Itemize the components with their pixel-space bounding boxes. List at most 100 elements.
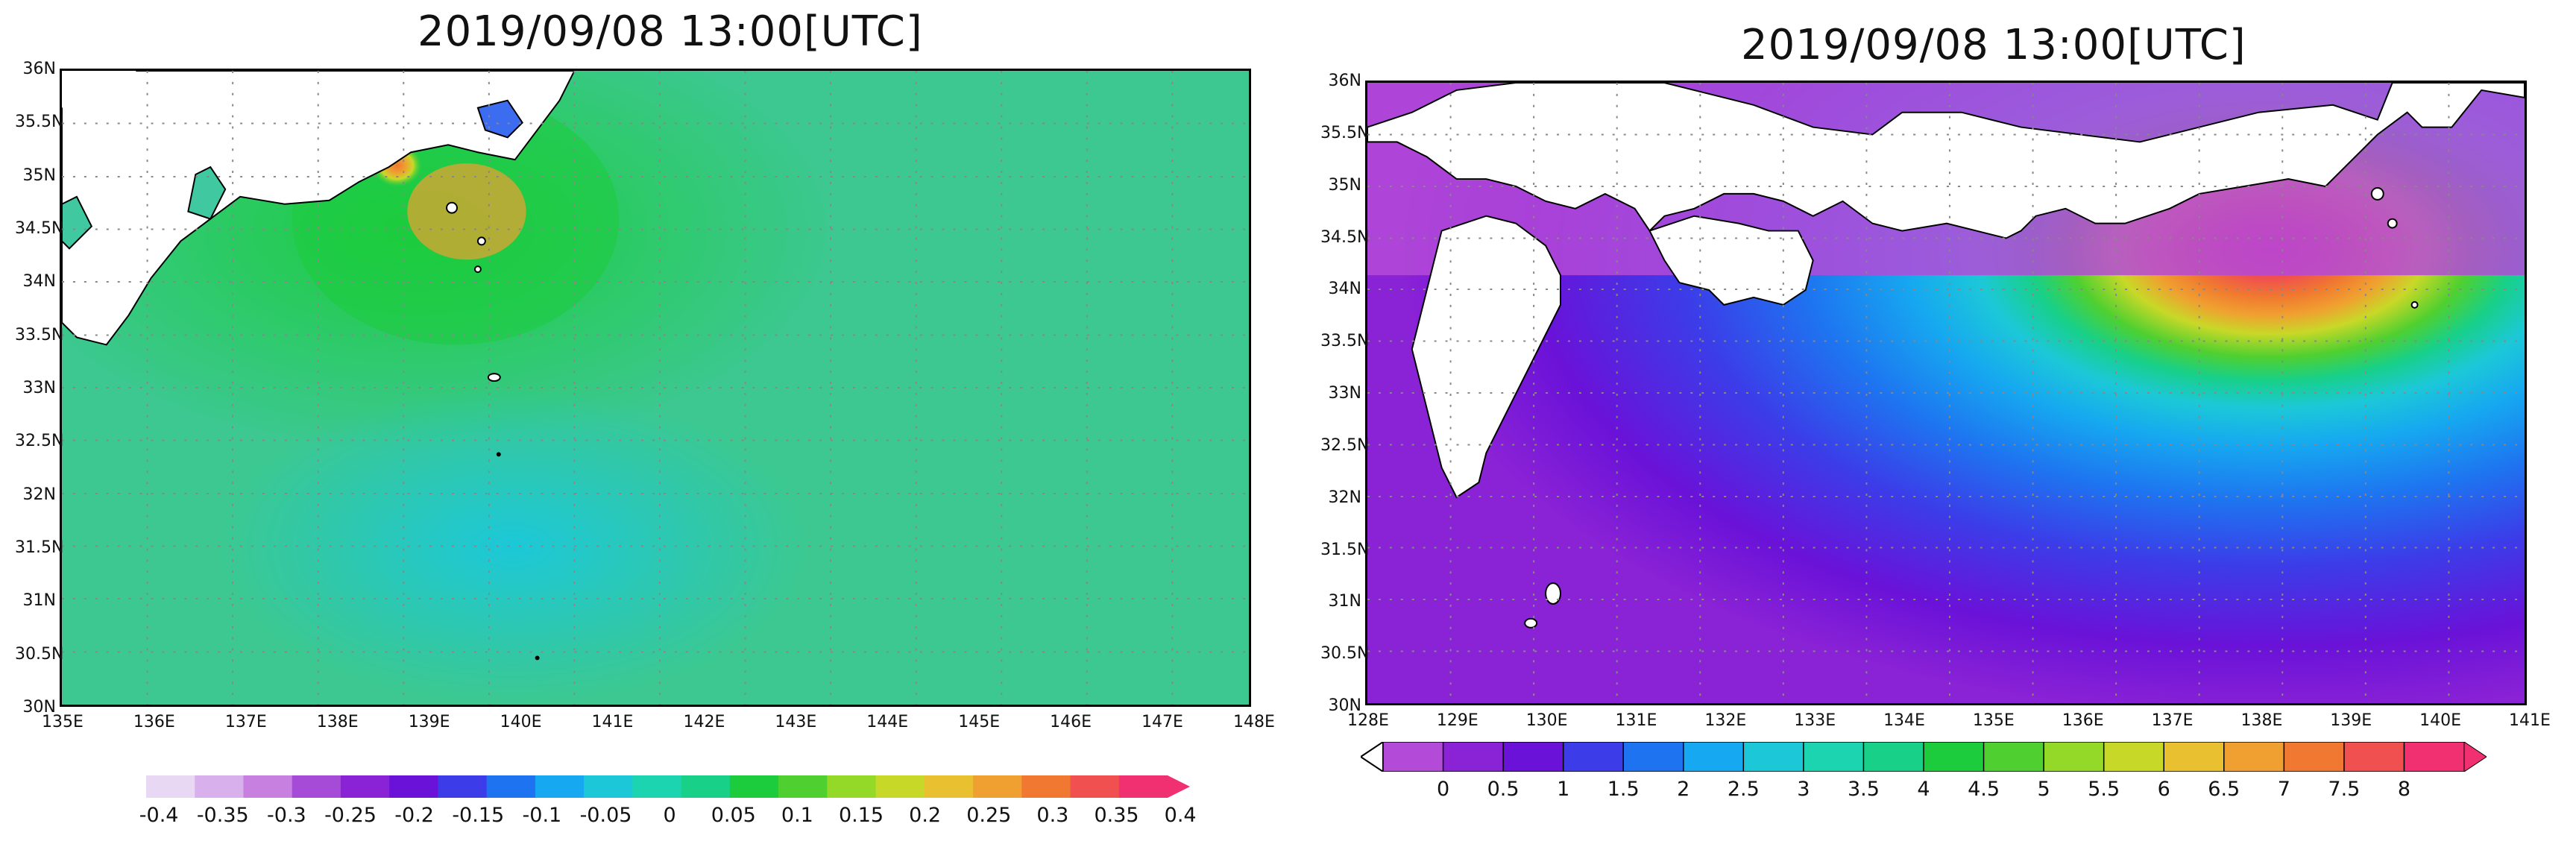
- colorbar-svg: [146, 775, 1190, 798]
- lon-tick-label: 131E: [1615, 711, 1657, 730]
- lat-tick-label: 33N: [1328, 384, 1361, 403]
- left-map-canvas: [62, 71, 1249, 705]
- colorbar-segment: [1622, 742, 1685, 772]
- left-peak-anomaly: [407, 163, 526, 260]
- left-island: [487, 373, 501, 382]
- colorbar-tick-label: 5.5: [2088, 778, 2120, 801]
- colorbar-tick-label: 2.5: [1727, 778, 1760, 801]
- colorbar-segment: [340, 775, 390, 798]
- colorbar-segment: [632, 775, 682, 798]
- colorbar-tick-label: -0.4: [139, 804, 179, 827]
- colorbar-segment: [1382, 742, 1444, 772]
- colorbar-segment: [2103, 742, 2165, 772]
- colorbar-segment: [973, 775, 1022, 798]
- colorbar-tick-label: 1: [1557, 778, 1570, 801]
- lat-tick-label: 31N: [22, 591, 56, 611]
- colorbar-segment: [2403, 742, 2466, 772]
- colorbar-segment: [681, 775, 731, 798]
- colorbar-tick-label: -0.25: [324, 804, 377, 827]
- colorbar-segment: [778, 775, 828, 798]
- left-ise-bay: [187, 166, 227, 220]
- colorbar-svg: [1361, 742, 2487, 772]
- colorbar-segment: [875, 775, 925, 798]
- colorbar-segment: [535, 775, 585, 798]
- lat-tick-label: 32.5N: [15, 432, 64, 451]
- right-island: [2410, 300, 2419, 309]
- lat-tick-label: 31.5N: [1320, 540, 1370, 559]
- colorbar-segment: [1862, 742, 1925, 772]
- lat-tick-label: 34N: [1328, 280, 1361, 299]
- colorbar-segment: [729, 775, 779, 798]
- colorbar-tick-label: 6.5: [2208, 778, 2240, 801]
- colorbar-segment: [2283, 742, 2346, 772]
- lat-tick-label: 30N: [22, 698, 56, 717]
- colorbar-tick-label: 0.4: [1164, 804, 1197, 827]
- lat-tick-label: 35.5N: [1320, 123, 1370, 142]
- left-map-title: 2019/09/08 13:00[UTC]: [418, 7, 923, 56]
- lat-tick-label: 33.5N: [1320, 332, 1370, 351]
- colorbar-segment: [2223, 742, 2285, 772]
- colorbar-segment: [243, 775, 293, 798]
- colorbar-tick-label: -0.1: [522, 804, 562, 827]
- right-map-title: 2019/09/08 13:00[UTC]: [1741, 21, 2246, 69]
- lon-tick-label: 137E: [224, 713, 267, 731]
- right-land-honshu: [1367, 83, 2525, 239]
- colorbar-tick-label: 0.1: [781, 804, 813, 827]
- left-island: [476, 236, 486, 246]
- lon-tick-label: 135E: [42, 713, 84, 731]
- right-island: [1545, 582, 1561, 605]
- colorbar-tick-label: -0.15: [452, 804, 505, 827]
- colorbar-segment: [438, 775, 488, 798]
- colorbar-tick-label: -0.35: [196, 804, 249, 827]
- colorbar-tick-label: 1.5: [1607, 778, 1640, 801]
- colorbar-segment: [1442, 742, 1505, 772]
- lat-tick-label: 30.5N: [1320, 644, 1370, 664]
- right-island: [2387, 218, 2398, 229]
- colorbar-tick-label: 0.15: [838, 804, 884, 827]
- colorbar-tick-label: 0.2: [909, 804, 942, 827]
- lon-tick-label: 137E: [2151, 711, 2194, 730]
- lon-tick-label: 135E: [1972, 711, 2015, 730]
- lon-tick-label: 145E: [958, 713, 1001, 731]
- lon-tick-label: 128E: [1347, 711, 1389, 730]
- colorbar-segment: [1683, 742, 1745, 772]
- lon-tick-label: 136E: [133, 713, 175, 731]
- lon-tick-label: 138E: [316, 713, 359, 731]
- lon-tick-label: 132E: [1704, 711, 1747, 730]
- right-island: [2370, 186, 2384, 201]
- colorbar-segment: [1118, 775, 1168, 798]
- lon-tick-label: 129E: [1436, 711, 1478, 730]
- lon-tick-label: 148E: [1233, 713, 1275, 731]
- left-island: [496, 452, 501, 457]
- colorbar-tick-label: 6: [2157, 778, 2170, 801]
- colorbar-segment: [827, 775, 877, 798]
- right-land-kyushu: [1411, 215, 1561, 499]
- colorbar-tick-label: 3.5: [1847, 778, 1880, 801]
- lat-tick-label: 35N: [22, 166, 56, 185]
- left-island: [535, 655, 540, 661]
- lat-tick-label: 34.5N: [15, 219, 64, 238]
- colorbar-segment: [1742, 742, 1805, 772]
- lat-tick-label: 36N: [22, 60, 56, 78]
- colorbar-tick-label: 8: [2397, 778, 2411, 801]
- lon-tick-label: 139E: [408, 713, 450, 731]
- left-map-area: [60, 69, 1251, 707]
- colorbar-tick-label: 7: [2277, 778, 2290, 801]
- colorbar-tick-label: 0.05: [711, 804, 756, 827]
- right-map-canvas: [1367, 83, 2525, 703]
- lon-tick-label: 133E: [1794, 711, 1836, 730]
- lon-tick-label: 134E: [1883, 711, 1925, 730]
- lon-tick-label: 144E: [866, 713, 909, 731]
- colorbar-segment: [924, 775, 974, 798]
- lat-tick-label: 34.5N: [1320, 227, 1370, 247]
- right-colorbar: [1361, 742, 2487, 772]
- lat-tick-label: 33N: [22, 379, 56, 397]
- colorbar-tick-label: -0.2: [394, 804, 434, 827]
- colorbar-tick-label: 0.3: [1036, 804, 1069, 827]
- lat-tick-label: 32N: [1328, 488, 1361, 507]
- colorbar-segment: [486, 775, 536, 798]
- left-island: [446, 201, 458, 214]
- lon-tick-label: 143E: [775, 713, 817, 731]
- colorbar-tick-label: 0: [663, 804, 676, 827]
- colorbar-segment: [389, 775, 438, 798]
